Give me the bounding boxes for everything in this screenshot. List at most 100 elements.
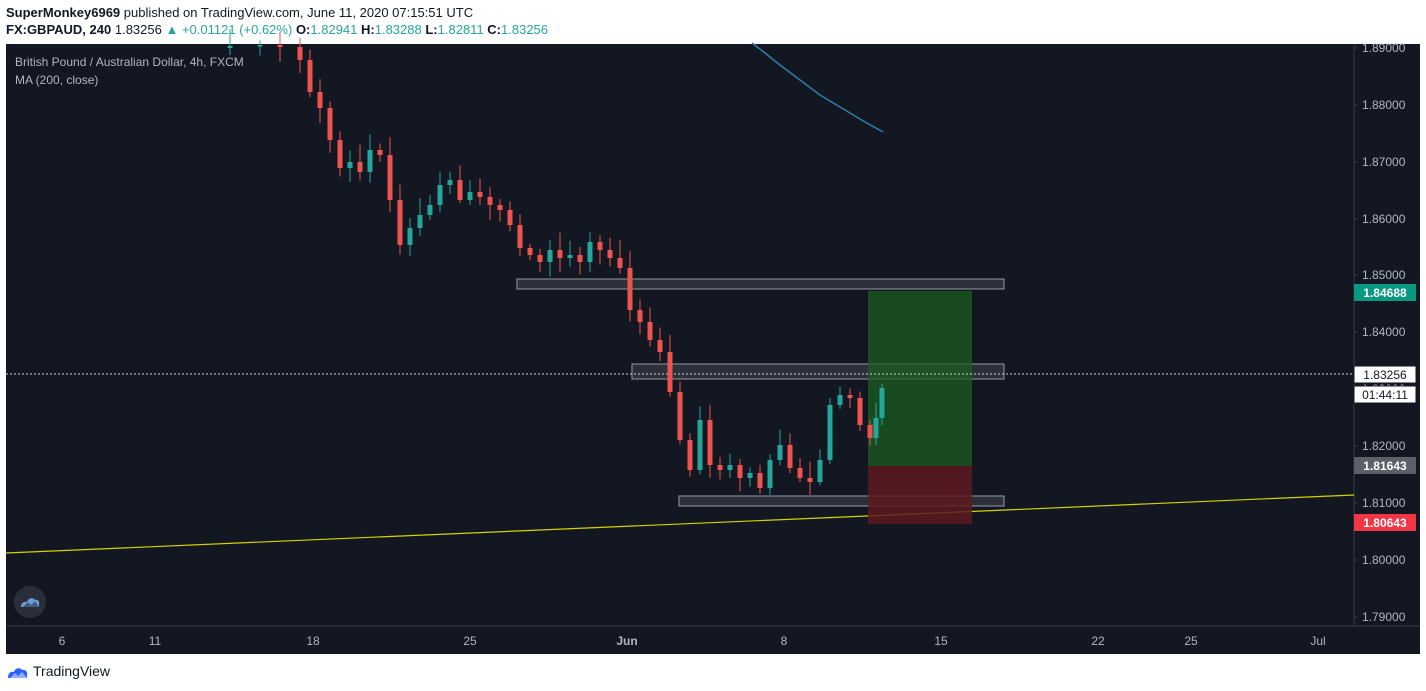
candle-body: [487, 197, 493, 205]
candle-body: [627, 268, 633, 310]
close-label: C:: [487, 22, 502, 37]
candle-body: [327, 108, 333, 140]
candle-body: [787, 445, 793, 468]
candle-body: [517, 225, 523, 248]
bar-countdown: 01:44:11: [1362, 388, 1408, 402]
tradingview-watermark-button[interactable]: [14, 586, 46, 618]
stop-loss-zone[interactable]: [868, 466, 972, 524]
resistance-zone-upper[interactable]: [516, 278, 1005, 290]
candle-body: [667, 352, 673, 392]
symbol-label[interactable]: FX:GBPAUD, 240: [6, 22, 112, 37]
time-tick-label: Jun: [616, 634, 637, 648]
time-tick-label: 25: [1184, 634, 1198, 648]
candle-body: [737, 465, 743, 478]
candle-body: [827, 405, 833, 460]
candle-body: [377, 150, 383, 155]
publisher-username[interactable]: SuperMonkey6969: [6, 5, 121, 20]
candle-body: [497, 205, 503, 210]
candle-body: [757, 473, 763, 488]
candlestick-series: [227, 29, 885, 495]
candle-body: [847, 395, 853, 398]
candle-body: [637, 310, 643, 322]
chart-legend: British Pound / Australian Dollar, 4h, F…: [15, 53, 244, 89]
candle-body: [867, 425, 873, 438]
price-tick-label: 1.81000: [1362, 496, 1406, 510]
close-value: 1.83256: [501, 22, 549, 37]
entry-badge: [1354, 457, 1416, 474]
candle-body: [837, 395, 843, 405]
time-tick-label: 25: [463, 634, 477, 648]
candle-body: [417, 215, 423, 228]
price-tick-label: 1.86000: [1362, 212, 1406, 226]
price-tick-label: 1.87000: [1362, 155, 1406, 169]
candle-body: [657, 340, 663, 352]
price-tick-label: 1.82000: [1362, 439, 1406, 453]
candle-body: [727, 465, 733, 470]
candle-body: [547, 250, 553, 262]
candle-body: [507, 210, 513, 225]
moving-average-line: [751, 42, 884, 133]
candle-body: [317, 92, 323, 108]
candle-body: [457, 180, 463, 200]
current-price-label: 1.83256: [1363, 368, 1407, 382]
publish-info: SuperMonkey6969 published on TradingView…: [6, 5, 473, 20]
candle-body: [857, 398, 863, 425]
price-tick-label: 1.85000: [1362, 268, 1406, 282]
candle-body: [277, 45, 283, 47]
candle-body: [607, 250, 613, 258]
chart-area[interactable]: [6, 44, 1420, 654]
candle-body: [257, 45, 263, 47]
tradingview-logo-icon[interactable]: [6, 663, 30, 681]
publish-header: SuperMonkey6969 published on TradingView…: [0, 0, 1426, 44]
candle-body: [879, 388, 885, 418]
symbol-description[interactable]: British Pound / Australian Dollar, 4h, F…: [15, 55, 244, 69]
publish-text: published on TradingView.com, June 11, 2…: [120, 5, 474, 20]
candle-body: [407, 228, 413, 245]
candle-body: [747, 473, 753, 478]
time-tick-label: 22: [1091, 634, 1105, 648]
price-tick-label: 1.89000: [1362, 41, 1406, 55]
candle-body: [677, 392, 683, 440]
support-zone-lower[interactable]: [678, 495, 1005, 507]
candle-body: [477, 192, 483, 197]
indicator-label[interactable]: MA (200, close): [15, 73, 99, 87]
candle-body: [873, 418, 879, 438]
candle-body: [357, 162, 363, 172]
candle-body: [447, 180, 453, 185]
candle-body: [437, 185, 443, 205]
footer-brand[interactable]: TradingView: [33, 663, 111, 679]
current-price-badge: [1353, 365, 1417, 384]
candle-body: [297, 47, 303, 60]
candle-body: [227, 46, 233, 48]
time-tick-label: 11: [149, 634, 162, 648]
low-value: 1.82811: [437, 22, 484, 37]
footer-bar: [0, 654, 1426, 691]
stop-loss-price: 1.80643: [1363, 516, 1407, 530]
take-profit-badge: [1354, 284, 1416, 301]
candle-body: [587, 242, 593, 262]
cloud-logo-icon: [21, 598, 40, 607]
candle-body: [807, 478, 813, 482]
candle-body: [557, 250, 563, 258]
low-label: L:: [425, 22, 438, 37]
candle-body: [707, 420, 713, 465]
candle-body: [687, 440, 693, 470]
candle-body: [537, 255, 543, 262]
take-profit-price: 1.84688: [1363, 286, 1407, 300]
price-tick-label: 1.84000: [1362, 325, 1406, 339]
stop-loss-badge: [1354, 514, 1416, 531]
candle-body: [817, 460, 823, 482]
candle-body: [767, 460, 773, 488]
candle-body: [797, 468, 803, 478]
price-tick-label: 1.88000: [1362, 98, 1406, 112]
ohlc-line: FX:GBPAUD, 240 1.83256 ▲ +0.01121 (+0.62…: [6, 22, 548, 37]
candle-body: [617, 258, 623, 268]
candle-body: [387, 155, 393, 200]
countdown-badge: [1353, 385, 1417, 404]
profit-target-zone[interactable]: [868, 291, 972, 466]
last-price: 1.83256: [114, 22, 162, 37]
candle-body: [597, 242, 603, 250]
support-trendline[interactable]: [5, 494, 1355, 554]
candle-body: [367, 150, 373, 172]
